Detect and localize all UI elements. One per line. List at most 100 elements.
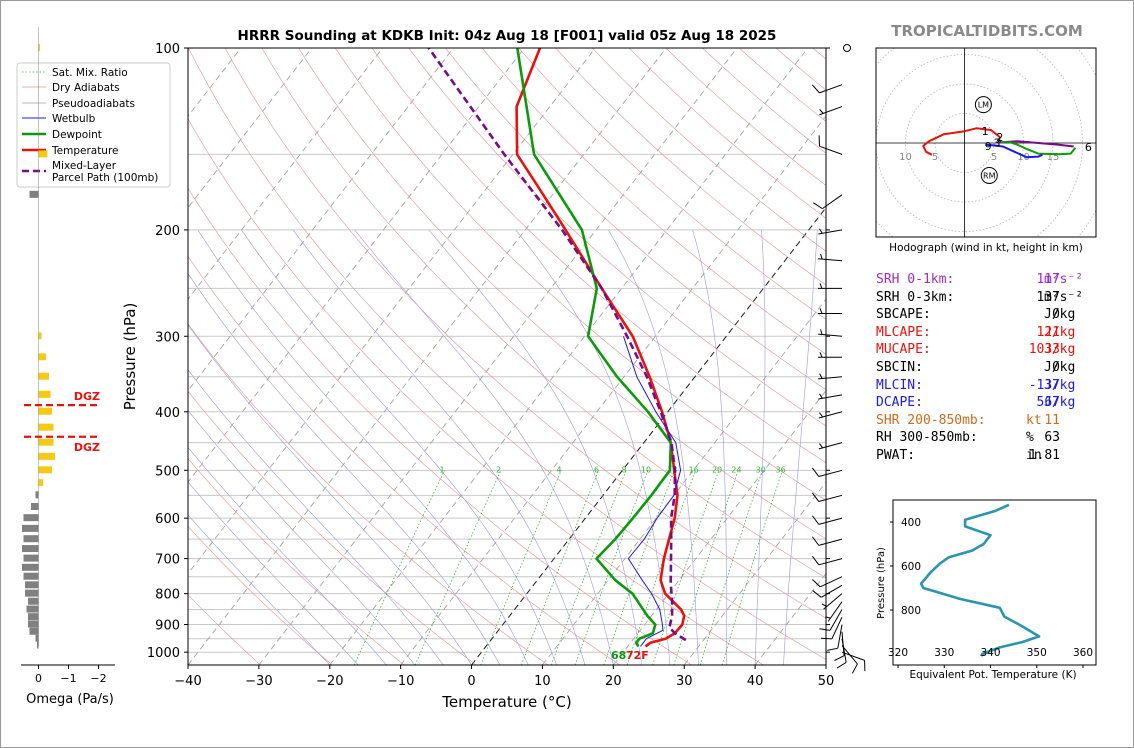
hodograph-height-label: 6 [1085, 141, 1092, 154]
index-row: DCAPE: 567 J/kg [876, 395, 1106, 413]
pseudoadiabat [197, 229, 529, 665]
wind-barb [811, 84, 843, 94]
mixing-ratio-label: 36 [776, 466, 786, 475]
mixing-ratio-label: 1 [440, 466, 445, 475]
hodograph-ring-label: 10 [899, 152, 912, 163]
index-unit: m²s⁻² [1044, 272, 1084, 287]
omega-bar [38, 479, 43, 487]
storm-motion-label: LM [978, 101, 989, 110]
index-label: PWAT: [876, 447, 916, 463]
hodograph-ring-label: 5 [991, 152, 997, 163]
wind-barb [819, 106, 843, 116]
index-unit: % [1026, 430, 1034, 446]
index-unit: J/kg [1044, 359, 1076, 375]
mixing-ratio-label: 2 [496, 466, 501, 475]
index-unit: kt [1026, 412, 1042, 428]
isotherm [329, 48, 809, 665]
thetae-y-tick-label: 600 [901, 561, 921, 573]
index-value: 0 [1052, 307, 1060, 323]
wind-barb [818, 411, 843, 419]
x-tick-label: −10 [387, 674, 414, 689]
thetae-x-tick-label: 340 [980, 647, 1000, 659]
chart-title: HRRR Sounding at KDKB Init: 04z Aug 18 [… [238, 28, 777, 44]
omega-bar [38, 150, 48, 158]
y-tick-label: 1000 [147, 646, 180, 661]
wind-barb [818, 283, 842, 289]
wind-barb [818, 373, 843, 380]
wind-barb [818, 442, 843, 450]
index-label: MUCAPE: [876, 342, 931, 358]
wind-barb [812, 576, 843, 588]
pseudoadiabat [428, 229, 642, 665]
wind-barb [841, 645, 858, 674]
index-label: SHR 200-850mb: [876, 412, 986, 428]
pseudoadiabat [188, 446, 387, 665]
thetae-line [919, 503, 1041, 657]
profile-dewpoint [516, 48, 673, 648]
isotherm [188, 48, 525, 483]
index-unit: J/kg [1044, 324, 1076, 340]
x-tick-label: −30 [245, 674, 272, 689]
x-tick-label: 10 [534, 674, 551, 689]
thetae-x-tick-label: 350 [1027, 647, 1047, 659]
index-row: SRH 0-1km: 117 m²s⁻² [876, 272, 1106, 290]
pseudoadiabat [608, 229, 699, 665]
wind-barb [811, 555, 843, 566]
legend-label: Parcel Path (100mb) [52, 172, 158, 184]
pseudoadiabat [754, 229, 766, 665]
mixing-ratio-line [480, 470, 562, 665]
legend-label: Pseudoadiabats [52, 98, 135, 110]
pseudoadiabat [188, 324, 472, 665]
omega-bar [35, 634, 39, 642]
isotherm [188, 48, 383, 300]
index-value: 11 [1044, 412, 1060, 428]
index-row: PWAT: 1.81 in [876, 448, 1106, 466]
zero-isotherm [471, 206, 826, 665]
omega-bar [22, 524, 39, 532]
y-tick-label: 500 [155, 464, 180, 479]
x-tick-label: 20 [605, 674, 622, 689]
index-label: SRH 0-3km: [876, 289, 955, 305]
omega-bar [28, 620, 39, 628]
index-row: SBCAPE: 0 J/kg [876, 307, 1106, 325]
legend-label: Dry Adiabats [52, 82, 120, 94]
pseudoadiabat [188, 481, 359, 665]
dry-adiabat [481, 48, 826, 355]
wind-barb [841, 651, 866, 672]
x-axis-label: Temperature (°C) [441, 693, 571, 711]
index-value: 117 [1036, 272, 1060, 287]
dry-adiabat [188, 48, 826, 660]
mixing-ratio-label: 6 [594, 466, 599, 475]
omega-bar [29, 627, 39, 635]
omega-bar [38, 452, 55, 460]
index-value: 121 [1036, 324, 1060, 340]
isotherm [258, 48, 738, 665]
x-tick-label: −20 [316, 674, 343, 689]
omega-bar [29, 190, 39, 198]
mixing-ratio-line [626, 470, 696, 665]
y-tick-label: 300 [155, 330, 180, 345]
surface-dewpoint-label: 68 [611, 649, 626, 662]
omega-bar [23, 554, 39, 562]
indices-panel: SRH 0-1km: 117 m²s⁻² SRH 0-3km: 137 m²s⁻² SBCA… [876, 272, 1106, 466]
profile-temperature [515, 48, 686, 648]
skewt-frame [187, 47, 827, 666]
hodograph-trace [985, 143, 1043, 159]
omega-bar [23, 572, 39, 580]
index-value: 567 [1036, 395, 1060, 411]
x-tick-label: 30 [676, 674, 693, 689]
omega-bar [38, 466, 52, 474]
mixing-ratio-line [721, 470, 783, 665]
wind-barb [811, 492, 843, 503]
wind-barb [813, 194, 843, 210]
index-label: SRH 0-1km: [876, 272, 955, 287]
dry-adiabat [188, 118, 764, 665]
x-tick-label: −40 [174, 674, 201, 689]
omega-bar [38, 332, 42, 340]
index-row: MUCAPE: 1033 J/kg [876, 342, 1106, 360]
thetae-y-tick-label: 400 [901, 517, 921, 529]
mixing-ratio-label: 10 [641, 466, 651, 475]
hodograph-ring-label: 15 [1047, 152, 1060, 163]
profile-mixed-layer-parcel-path-100mb [427, 48, 687, 642]
dry-adiabat [518, 48, 826, 320]
